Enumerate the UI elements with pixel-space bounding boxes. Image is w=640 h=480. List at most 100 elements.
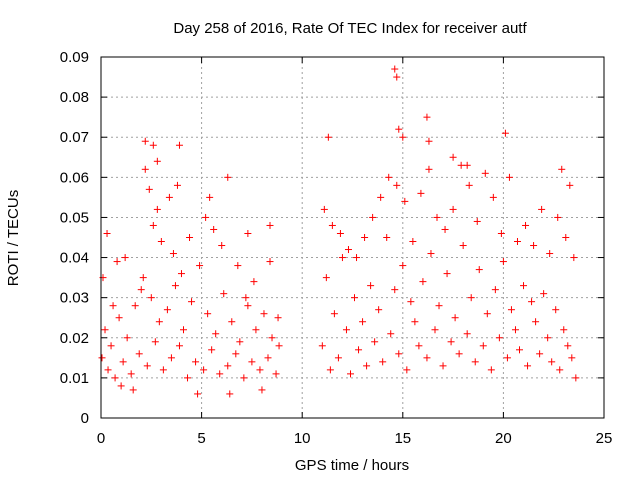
data-point xyxy=(200,366,208,374)
data-point xyxy=(419,278,427,286)
data-point xyxy=(377,193,385,201)
data-point xyxy=(212,330,220,338)
data-point xyxy=(351,294,359,302)
data-point xyxy=(443,270,451,278)
data-point xyxy=(425,165,433,173)
data-point xyxy=(153,157,161,165)
y-tick-label: 0.08 xyxy=(60,89,89,106)
data-point xyxy=(411,318,419,326)
data-point xyxy=(427,250,435,258)
data-point xyxy=(139,274,147,282)
data-point xyxy=(250,278,258,286)
y-tick-label: 0.02 xyxy=(60,330,89,347)
data-point xyxy=(204,310,212,318)
y-tick-label: 0.04 xyxy=(60,250,89,267)
data-point xyxy=(562,234,570,241)
y-tick-label: 0.09 xyxy=(60,49,89,66)
data-point xyxy=(489,193,497,201)
data-point xyxy=(423,113,431,121)
data-point xyxy=(194,390,202,398)
data-point xyxy=(224,362,232,370)
data-point xyxy=(324,133,332,141)
data-point xyxy=(423,354,431,362)
data-point xyxy=(208,346,216,354)
y-tick-label: 0.03 xyxy=(60,290,89,307)
data-point xyxy=(505,173,513,181)
data-point xyxy=(258,386,266,394)
data-point xyxy=(369,213,377,221)
data-point xyxy=(119,358,127,366)
data-point xyxy=(511,326,519,334)
data-point xyxy=(210,225,218,233)
data-point xyxy=(449,205,457,213)
data-point xyxy=(457,161,465,169)
data-point xyxy=(149,141,157,149)
data-point xyxy=(123,334,131,342)
data-point xyxy=(137,286,145,294)
data-point xyxy=(353,254,361,262)
data-point xyxy=(522,221,530,229)
data-point xyxy=(572,374,580,382)
data-point xyxy=(135,350,143,358)
data-point xyxy=(117,382,125,390)
y-tick-label: 0.05 xyxy=(60,209,89,226)
data-point xyxy=(107,342,115,350)
data-point xyxy=(548,358,556,366)
data-point xyxy=(363,362,371,370)
data-point xyxy=(272,370,280,378)
data-point xyxy=(98,354,106,362)
data-point xyxy=(228,318,236,326)
data-point xyxy=(407,298,415,306)
data-point xyxy=(451,314,459,322)
data-point xyxy=(515,346,523,354)
data-point xyxy=(447,338,455,346)
data-point xyxy=(175,141,183,149)
data-point xyxy=(274,314,282,322)
data-point xyxy=(129,386,137,394)
data-point xyxy=(546,250,554,258)
data-point xyxy=(497,229,505,237)
data-point xyxy=(103,229,111,237)
data-point xyxy=(439,362,447,370)
x-tick-label: 10 xyxy=(294,430,311,447)
data-point xyxy=(264,354,272,362)
data-point xyxy=(471,358,479,366)
data-point xyxy=(179,326,187,334)
data-point xyxy=(147,294,155,302)
data-point xyxy=(175,342,183,350)
data-point xyxy=(240,374,248,382)
data-point xyxy=(401,197,409,205)
data-point xyxy=(151,338,159,346)
data-point xyxy=(266,258,274,266)
data-point xyxy=(157,238,165,246)
data-point xyxy=(409,238,417,246)
data-point xyxy=(155,318,163,326)
plot-frame xyxy=(100,56,605,419)
data-point xyxy=(375,306,383,314)
data-point xyxy=(248,358,256,366)
data-point xyxy=(338,254,346,262)
chart-title: Day 258 of 2016, Rate Of TEC Index for r… xyxy=(173,20,527,37)
data-point xyxy=(275,342,283,350)
data-point xyxy=(167,354,175,362)
data-point xyxy=(417,189,425,197)
x-axis-title: GPS time / hours xyxy=(295,457,409,474)
y-axis-title: ROTI / TECUs xyxy=(5,190,22,286)
data-point xyxy=(463,330,471,338)
data-point xyxy=(524,362,532,370)
data-point xyxy=(165,193,173,201)
data-point xyxy=(322,274,330,282)
data-point xyxy=(104,366,112,374)
data-point xyxy=(216,370,224,378)
data-point xyxy=(220,290,228,298)
data-point xyxy=(455,350,463,358)
data-point xyxy=(441,225,449,233)
data-point xyxy=(393,181,401,189)
data-point xyxy=(435,302,443,310)
data-point xyxy=(556,366,564,374)
data-point xyxy=(109,302,117,310)
data-point xyxy=(218,242,226,250)
data-point xyxy=(431,326,439,334)
data-point xyxy=(344,246,352,254)
data-point xyxy=(495,334,503,342)
